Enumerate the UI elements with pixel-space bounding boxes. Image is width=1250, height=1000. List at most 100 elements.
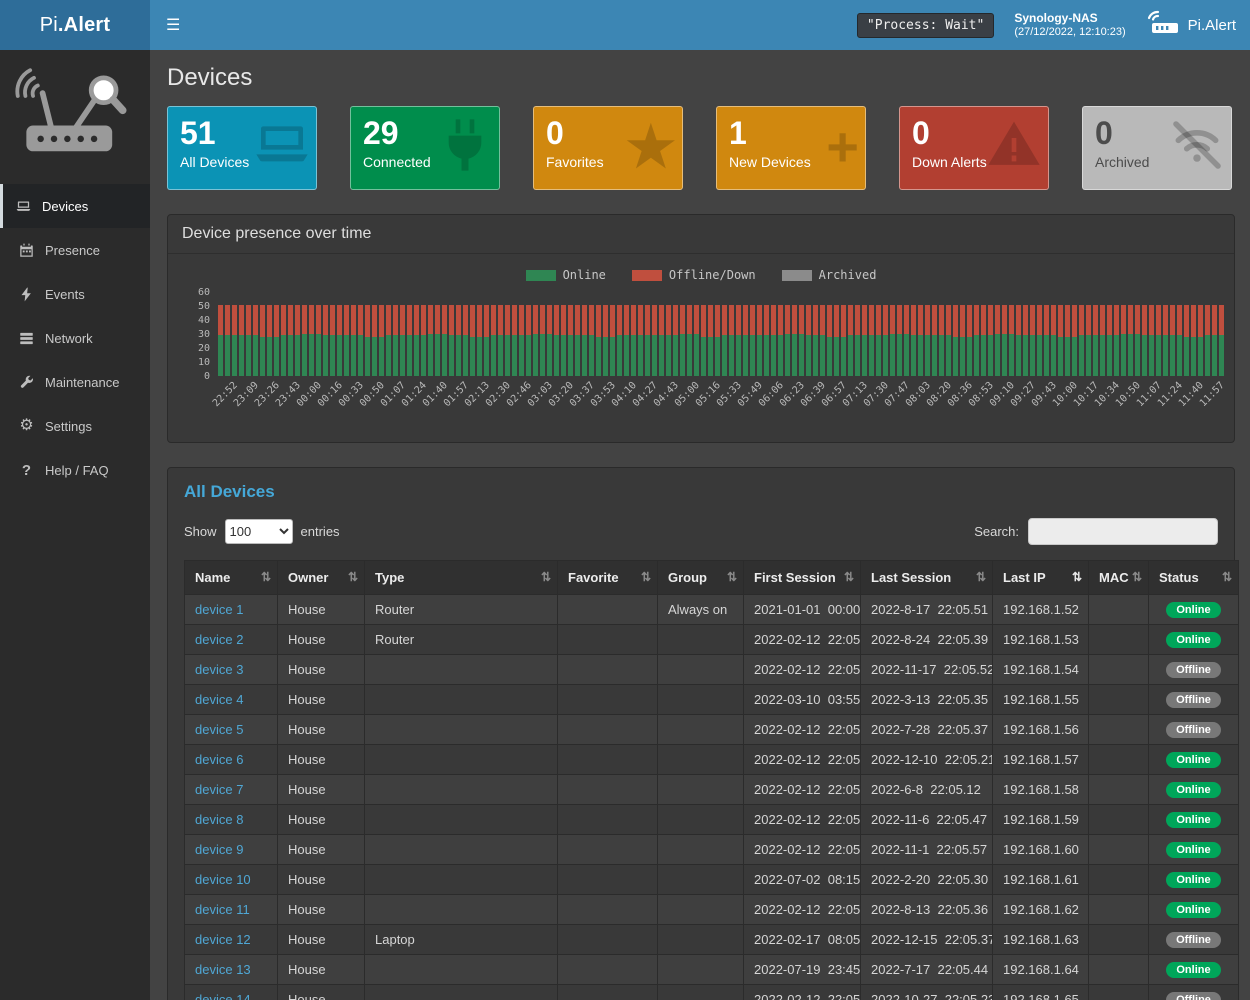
card-connected[interactable]: 29 Connected [350,106,500,190]
device-link[interactable]: device 3 [195,662,244,677]
chart-bar [414,304,419,376]
entries-select[interactable]: 100 [224,519,293,544]
offline-segment [1121,304,1126,334]
sidebar-item-settings[interactable]: ⚙ Settings [0,404,150,448]
device-link[interactable]: device 2 [195,632,244,647]
laptop-icon [15,199,32,214]
chart-bar [505,304,510,376]
card-archived[interactable]: 0 Archived [1082,106,1232,190]
online-segment [1135,334,1140,376]
offline-segment [757,304,762,336]
laptop-icon [254,117,310,173]
chart-bar [659,304,664,376]
chart-bar [232,304,237,376]
sidebar-item-maintenance[interactable]: Maintenance [0,360,150,404]
chart-bar [561,304,566,376]
online-segment [925,335,930,376]
chart-bar [491,304,496,376]
online-segment [281,335,286,376]
chart-bar [1149,304,1154,376]
online-segment [442,334,447,376]
sidebar-item-devices[interactable]: Devices [0,184,150,228]
chart-bar [365,304,370,376]
offline-segment [729,304,734,336]
column-header-last-session[interactable]: Last Session ⇅ [860,560,993,595]
online-segment [827,336,832,376]
cell-group [657,804,744,835]
column-header-mac[interactable]: MAC ⇅ [1088,560,1149,595]
search-input[interactable] [1028,518,1218,545]
device-link[interactable]: device 7 [195,782,244,797]
cell-type [364,804,558,835]
chart-bar [260,304,265,376]
sidebar-item-presence[interactable]: Presence [0,228,150,272]
app-logo[interactable]: Pi.Alert [0,0,150,50]
column-header-label: Last Session [871,570,952,585]
online-segment [897,334,902,376]
offline-segment [561,304,566,336]
user-menu[interactable]: Pi.Alert [1146,10,1236,40]
status-badge: Online [1166,902,1221,918]
device-link[interactable]: device 11 [195,902,250,917]
card-value: 0 [912,115,930,151]
device-link[interactable]: device 10 [195,872,251,887]
chart-bar [1163,304,1168,376]
sidebar-toggle-button[interactable]: ☰ [150,0,196,50]
cell-mac [1088,954,1149,985]
device-link[interactable]: device 9 [195,842,244,857]
column-header-status[interactable]: Status ⇅ [1148,560,1239,595]
column-header-group[interactable]: Group ⇅ [657,560,744,595]
chart-bar [967,304,972,376]
device-link[interactable]: device 8 [195,812,244,827]
device-link[interactable]: device 4 [195,692,244,707]
offline-segment [876,304,881,336]
chart-bar [862,304,867,376]
cell-last_session: 2022-8-24 22:05.39 [860,624,993,655]
chart-bar [442,304,447,376]
card-down-alerts[interactable]: 0 Down Alerts [899,106,1049,190]
online-segment [862,335,867,376]
device-link[interactable]: device 12 [195,932,251,947]
cell-group [657,684,744,715]
column-header-last-ip[interactable]: Last IP ⇅ [992,560,1089,595]
device-link[interactable]: device 5 [195,722,244,737]
device-link[interactable]: device 13 [195,962,251,977]
chart-bar [589,304,594,376]
chart-bar [596,304,601,376]
gear-icon: ⚙ [19,417,34,434]
offline-segment [694,304,699,334]
offline-segment [1170,304,1175,336]
offline-segment [330,304,335,336]
offline-segment [743,304,748,336]
device-link[interactable]: device 6 [195,752,244,767]
sort-icon: ⇅ [843,570,854,584]
sidebar-item-events[interactable]: Events [0,272,150,316]
card-new-devices[interactable]: 1 New Devices + [716,106,866,190]
cell-status: Offline [1148,684,1239,715]
cell-last_ip: 192.168.1.60 [992,834,1089,865]
card-favorites[interactable]: 0 Favorites ★ [533,106,683,190]
online-segment [995,334,1000,376]
sidebar-item-network[interactable]: Network [0,316,150,360]
column-header-type[interactable]: Type ⇅ [364,560,558,595]
device-link[interactable]: device 14 [195,992,251,1000]
nas-device-icon [1146,10,1180,40]
chart-bar [519,304,524,376]
legend-swatch [781,269,812,281]
card-all-devices[interactable]: 51 All Devices [167,106,317,190]
column-header-favorite[interactable]: Favorite ⇅ [557,560,658,595]
chart-bar [946,304,951,376]
sidebar-item-label: Presence [45,242,100,258]
offline-segment [477,304,482,337]
offline-segment [288,304,293,336]
online-segment [302,334,307,376]
sidebar-item-help-faq[interactable]: ? Help / FAQ [0,448,150,492]
device-link[interactable]: device 1 [195,602,244,617]
chart-bar [1079,304,1084,376]
offline-segment [225,304,230,336]
chart-bar [1191,304,1196,376]
column-header-first-session[interactable]: First Session ⇅ [743,560,861,595]
column-header-owner[interactable]: Owner ⇅ [277,560,365,595]
column-header-name[interactable]: Name ⇅ [184,560,278,595]
column-header-label: Status [1159,570,1199,585]
